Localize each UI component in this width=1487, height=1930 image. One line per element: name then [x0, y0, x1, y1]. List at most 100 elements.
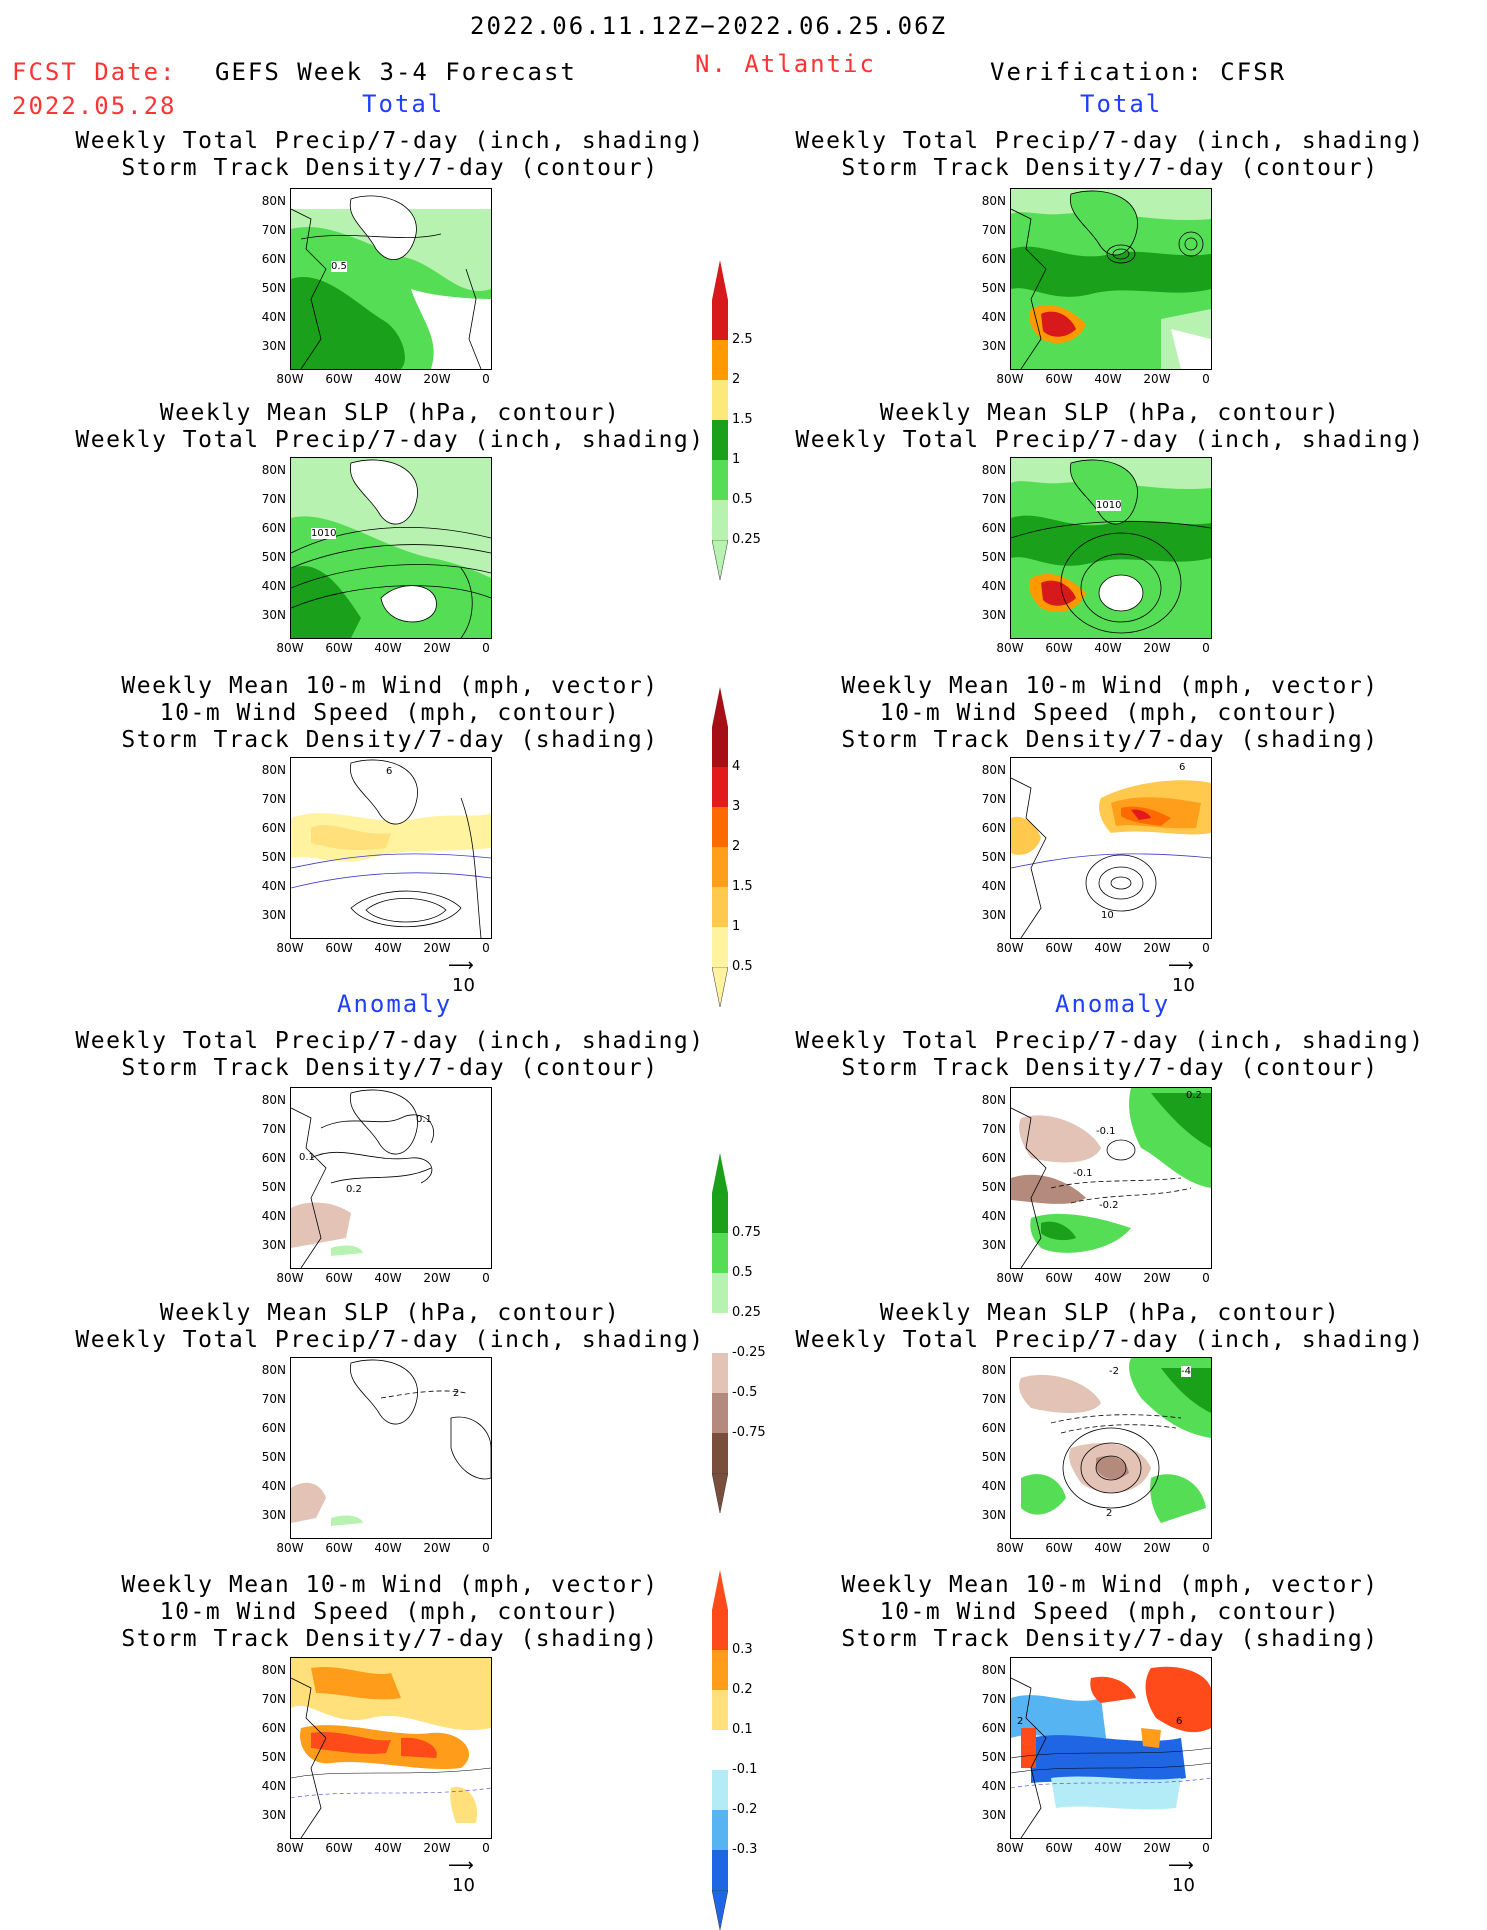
lat-tick-label: 60N — [261, 1151, 286, 1165]
contour-label: 0.2 — [1186, 1090, 1202, 1101]
lon-tick-label: 80W — [276, 1841, 304, 1855]
colorbar-arrow-bottom — [712, 1890, 728, 1930]
lon-tick-label: 20W — [1143, 641, 1171, 655]
lon-tick-label: 20W — [1143, 1271, 1171, 1285]
colorbar-segment — [712, 847, 728, 887]
lat-tick-label: 50N — [261, 1750, 286, 1764]
lon-tick-label: 60W — [1045, 1541, 1073, 1555]
lat-tick-label: 80N — [981, 463, 1006, 477]
lat-tick-label: 70N — [261, 1692, 286, 1706]
title-line: Weekly Mean 10-m Wind (mph, vector) — [841, 1572, 1379, 1598]
lat-tick-label: 60N — [981, 521, 1006, 535]
map-fcst-anom-precip: 0.1 0.1 0.2 — [290, 1087, 492, 1269]
lat-tick-label: 80N — [261, 194, 286, 208]
lat-tick-label: 80N — [261, 1093, 286, 1107]
lon-tick-label: 0 — [482, 941, 490, 955]
lon-tick-label: 40W — [374, 1841, 402, 1855]
lat-tick-label: 30N — [261, 1808, 286, 1822]
lat-tick-label: 80N — [261, 763, 286, 777]
map-obs-total-precip — [1010, 188, 1212, 370]
section-anomaly-right: Anomaly — [1055, 990, 1171, 1018]
lon-tick-label: 60W — [1045, 641, 1073, 655]
lon-tick-label: 40W — [374, 1541, 402, 1555]
colorbar-segment — [712, 1193, 728, 1233]
lon-tick-label: 80W — [276, 941, 304, 955]
title-fcst-total-precip: Weekly Total Precip/7-day (inch, shading… — [70, 128, 710, 182]
lat-tick-label: 70N — [981, 223, 1006, 237]
map-drawing — [291, 758, 491, 938]
lon-tick-label: 60W — [1045, 1841, 1073, 1855]
lat-tick-label: 70N — [981, 1122, 1006, 1136]
title-obs-total-slp: Weekly Mean SLP (hPa, contour) Weekly To… — [790, 400, 1430, 454]
lat-tick-label: 80N — [261, 1363, 286, 1377]
title-obs-total-wind: Weekly Mean 10-m Wind (mph, vector) 10-m… — [790, 673, 1430, 754]
title-fcst-anom-precip: Weekly Total Precip/7-day (inch, shading… — [70, 1028, 710, 1082]
lat-tick-label: 40N — [261, 1209, 286, 1223]
title-obs-anom-slp: Weekly Mean SLP (hPa, contour) Weekly To… — [790, 1300, 1430, 1354]
lon-tick-label: 20W — [423, 1841, 451, 1855]
colorbar-segment — [712, 1650, 728, 1690]
lat-tick-label: 40N — [261, 310, 286, 324]
lat-tick-label: 50N — [261, 281, 286, 295]
lat-tick-label: 60N — [981, 1421, 1006, 1435]
colorbar-segment — [712, 380, 728, 420]
lon-tick-label: 20W — [1143, 1541, 1171, 1555]
vector-reference-label: 10 — [452, 1875, 475, 1896]
vector-reference-label: 10 — [1172, 1875, 1195, 1896]
colorbar-segment — [712, 460, 728, 500]
title-fcst-total-slp: Weekly Mean SLP (hPa, contour) Weekly To… — [70, 400, 710, 454]
product-title: GEFS Week 3-4 Forecast — [215, 58, 577, 86]
map-obs-total-slp: 1010 — [1010, 457, 1212, 639]
map-drawing — [291, 458, 491, 638]
colorbar-label: -0.1 — [732, 1762, 758, 1777]
colorbar-label: 1.5 — [732, 412, 753, 427]
lon-tick-label: 0 — [482, 372, 490, 386]
colorbar-label: 3 — [732, 799, 741, 814]
lat-tick-label: 60N — [261, 521, 286, 535]
lat-tick-label: 70N — [261, 1392, 286, 1406]
title-line: Storm Track Density/7-day (shading) — [841, 1626, 1379, 1652]
colorbar-label: 4 — [732, 759, 741, 774]
lat-tick-label: 30N — [981, 1238, 1006, 1252]
lon-tick-label: 60W — [1045, 372, 1073, 386]
colorbar-segment — [712, 1770, 728, 1810]
colorbar-segment — [712, 1433, 728, 1473]
colorbar-label: -0.25 — [732, 1345, 766, 1360]
map-obs-total-wind: 6 10 — [1010, 757, 1212, 939]
section-total-right: Total — [1080, 90, 1163, 118]
contour-label: 2 — [1017, 1716, 1024, 1727]
contour-label: 10 — [1101, 910, 1114, 921]
lat-tick-label: 70N — [981, 792, 1006, 806]
colorbar-segment — [712, 1353, 728, 1393]
lat-tick-label: 50N — [261, 850, 286, 864]
lat-tick-label: 40N — [981, 579, 1006, 593]
date-range: 2022.06.11.12Z−2022.06.25.06Z — [470, 12, 948, 40]
fcst-date-label: FCST Date: — [12, 58, 177, 86]
lon-tick-label: 40W — [1094, 1271, 1122, 1285]
contour-label: 0.1 — [299, 1152, 315, 1163]
lon-tick-label: 80W — [276, 641, 304, 655]
lat-tick-label: 50N — [981, 550, 1006, 564]
lon-tick-label: 0 — [1202, 1841, 1210, 1855]
contour-label: -0.2 — [1099, 1200, 1119, 1211]
title-line: 10-m Wind Speed (mph, contour) — [159, 1599, 621, 1625]
title-line: 10-m Wind Speed (mph, contour) — [159, 700, 621, 726]
lon-tick-label: 20W — [1143, 1841, 1171, 1855]
lon-tick-label: 40W — [374, 372, 402, 386]
title-fcst-anom-slp: Weekly Mean SLP (hPa, contour) Weekly To… — [70, 1300, 710, 1354]
contour-label: 6 — [1176, 1716, 1183, 1727]
title-line: Storm Track Density/7-day (contour) — [121, 1055, 659, 1081]
map-drawing — [291, 189, 491, 369]
contour-label: 6 — [386, 766, 393, 777]
lon-tick-label: 80W — [276, 372, 304, 386]
lat-tick-label: 70N — [981, 1692, 1006, 1706]
vector-reference-arrow: ⟶ — [1168, 1855, 1194, 1876]
lat-tick-label: 40N — [981, 1209, 1006, 1223]
lat-tick-label: 30N — [261, 339, 286, 353]
title-line: Weekly Mean SLP (hPa, contour) — [159, 400, 621, 426]
lat-tick-label: 50N — [981, 1180, 1006, 1194]
colorbar-label: 1 — [732, 452, 741, 467]
lat-tick-label: 60N — [261, 1421, 286, 1435]
lat-tick-label: 50N — [981, 1750, 1006, 1764]
lat-tick-label: 50N — [261, 1180, 286, 1194]
